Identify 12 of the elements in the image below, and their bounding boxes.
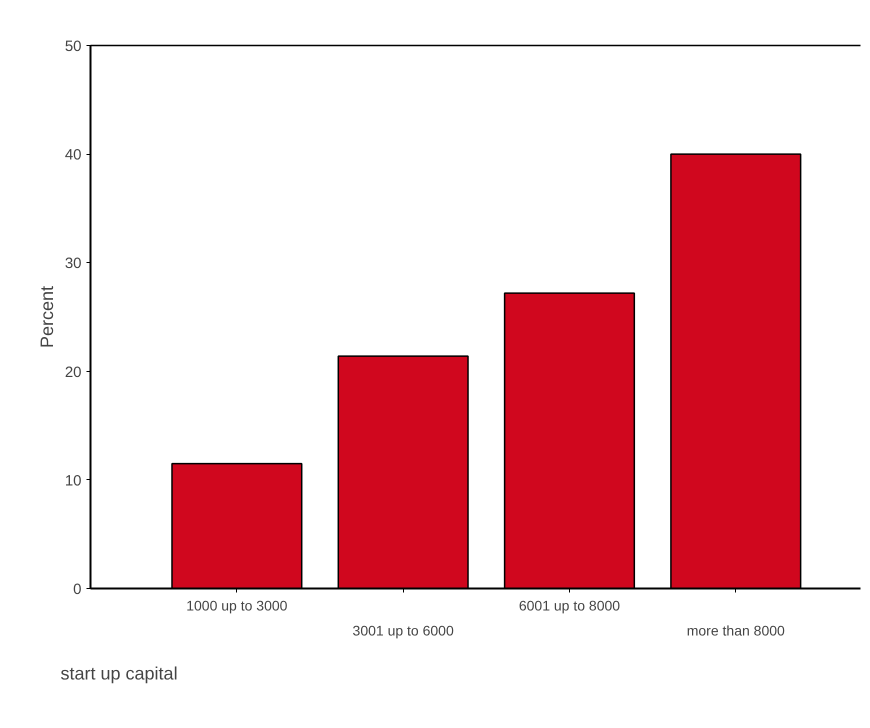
x-axis-title: start up capital <box>60 664 178 684</box>
y-axis-title: Percent <box>36 286 57 348</box>
x-tick-label: 3001 up to 6000 <box>352 622 454 638</box>
y-tick-label: 30 <box>64 255 82 272</box>
y-tick-label: 40 <box>64 146 82 164</box>
x-tick-label: more than 8000 <box>686 622 786 638</box>
y-tick-label: 10 <box>64 472 82 490</box>
y-tick-label: 50 <box>64 38 82 55</box>
y-tick-label: 0 <box>73 581 82 598</box>
x-tick-label: 1000 up to 3000 <box>186 598 288 614</box>
x-tick-label: 6001 up to 8000 <box>518 598 620 614</box>
y-tick-label: 20 <box>64 364 82 381</box>
